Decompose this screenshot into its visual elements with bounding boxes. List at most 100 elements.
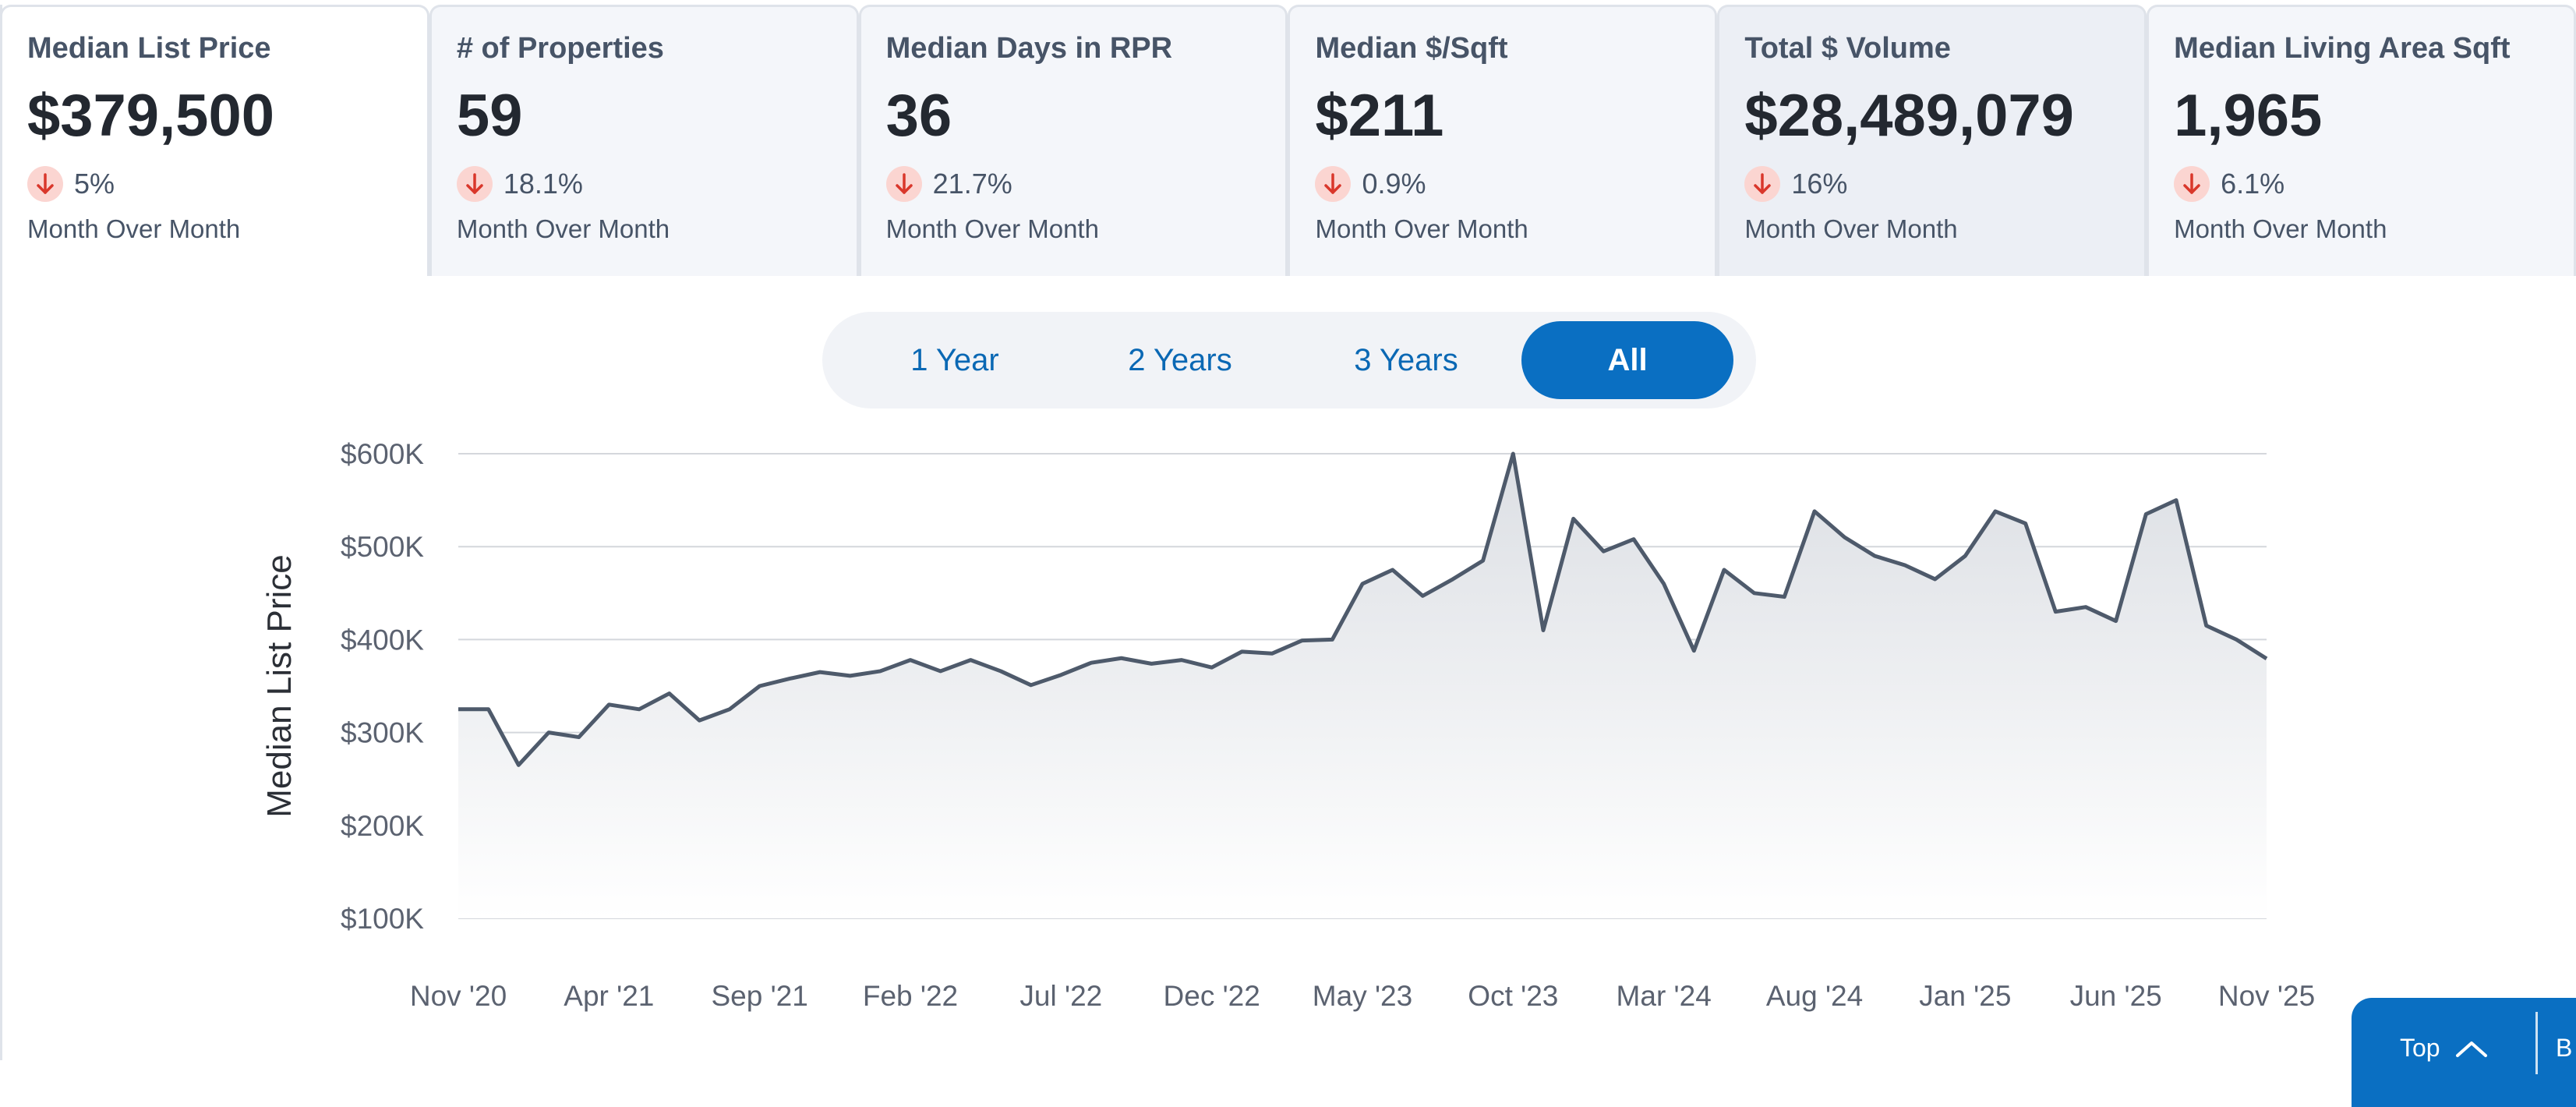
data-point[interactable] — [1897, 557, 1913, 573]
data-point[interactable] — [1747, 585, 1762, 601]
data-point[interactable] — [601, 697, 617, 713]
data-point[interactable] — [1415, 588, 1430, 603]
data-point[interactable] — [511, 757, 526, 773]
data-point[interactable] — [1837, 529, 1853, 545]
data-point[interactable] — [722, 702, 737, 717]
metric-change-label: Month Over Month — [885, 214, 1099, 243]
x-tick-label: Oct '23 — [1468, 980, 1558, 1012]
data-point[interactable] — [1807, 504, 1822, 519]
fab-divider — [2535, 1012, 2538, 1074]
data-point[interactable] — [2259, 651, 2274, 667]
data-point[interactable] — [933, 663, 949, 679]
data-point[interactable] — [1234, 644, 1249, 660]
data-point[interactable] — [451, 702, 466, 717]
data-point[interactable] — [1204, 660, 1220, 675]
range-option-2-years[interactable]: 2 Years — [1128, 342, 1232, 377]
fab-secondary-button[interactable]: B — [2556, 1034, 2573, 1062]
panel-frame — [0, 5, 2576, 1060]
metric-card[interactable]: Median $/Sqft $211 0.9% Month Over Month — [1288, 5, 1718, 276]
data-point[interactable] — [1083, 655, 1099, 670]
data-point[interactable] — [843, 668, 858, 684]
data-point[interactable] — [481, 702, 496, 717]
y-tick-label: $500K — [341, 531, 424, 563]
data-point[interactable] — [1566, 511, 1581, 526]
data-point[interactable] — [1988, 504, 2003, 519]
data-point[interactable] — [2199, 618, 2214, 634]
data-point[interactable] — [1295, 633, 1310, 649]
data-point[interactable] — [872, 663, 888, 679]
series-area — [458, 454, 2267, 918]
metric-card[interactable]: Median Days in RPR 36 21.7% Month Over Mont… — [858, 5, 1288, 276]
data-point[interactable] — [993, 663, 1009, 679]
metric-cards: Median List Price $379,500 5% Month Over Mo… — [0, 5, 2576, 276]
data-point[interactable] — [1324, 631, 1340, 647]
data-point[interactable] — [2168, 493, 2184, 508]
data-point[interactable] — [1686, 643, 1701, 659]
metric-change: 16% — [1744, 166, 2144, 202]
median-list-price-chart: $100K $200K $300K $400K $500K $600K Nov '20 Apr… — [260, 438, 2315, 1012]
data-point[interactable] — [1957, 548, 1973, 564]
metric-card[interactable]: Total $ Volume $28,489,079 16% Month Over M… — [1717, 5, 2147, 276]
data-point[interactable] — [691, 713, 707, 728]
data-point[interactable] — [1776, 589, 1792, 605]
metric-card[interactable]: # of Properties 59 18.1% Month Over Month — [429, 5, 859, 276]
data-point[interactable] — [2228, 631, 2244, 647]
data-point[interactable] — [1475, 553, 1491, 568]
arrow-down-icon — [885, 166, 922, 202]
range-option-1-year[interactable]: 1 Year — [910, 342, 999, 377]
data-point[interactable] — [963, 653, 978, 668]
data-point[interactable] — [1716, 562, 1732, 578]
data-point[interactable] — [1626, 532, 1641, 547]
data-point[interactable] — [571, 730, 587, 745]
data-point[interactable] — [1867, 548, 1882, 564]
range-option-3-years[interactable]: 3 Years — [1354, 342, 1458, 377]
data-point[interactable] — [1143, 656, 1159, 671]
data-point[interactable] — [752, 678, 768, 694]
data-point[interactable] — [782, 670, 797, 686]
data-point[interactable] — [1355, 576, 1370, 592]
data-point[interactable] — [631, 702, 647, 717]
arrow-down-icon — [2174, 166, 2210, 202]
metric-change-label: Month Over Month — [1744, 214, 1958, 243]
data-point[interactable] — [2108, 614, 2124, 629]
metric-change: 21.7% — [885, 166, 1286, 202]
data-point[interactable] — [1505, 446, 1521, 462]
series-line — [458, 451, 2268, 767]
metric-change: 5% — [27, 166, 427, 202]
data-point[interactable] — [1023, 677, 1039, 693]
floating-action-bar: Top B — [2352, 998, 2576, 1107]
data-point[interactable] — [1385, 562, 1401, 578]
x-tick-label: Aug '24 — [1766, 980, 1863, 1012]
metric-card[interactable]: Median List Price $379,500 5% Month Over Mo… — [0, 5, 429, 276]
data-point[interactable] — [903, 653, 918, 668]
data-point[interactable] — [1656, 576, 1672, 592]
data-point[interactable] — [1114, 650, 1129, 666]
data-point[interactable] — [1928, 571, 1943, 587]
y-tick-label: $600K — [341, 438, 424, 470]
data-point[interactable] — [662, 686, 677, 702]
data-point[interactable] — [2048, 604, 2063, 620]
range-option-all[interactable]: All — [1521, 321, 1733, 399]
metric-title: # of Properties — [456, 32, 664, 65]
data-point[interactable] — [1053, 667, 1069, 683]
x-tick-label: Nov '25 — [2218, 980, 2315, 1012]
y-tick-label: $300K — [341, 717, 424, 749]
metric-change-label: Month Over Month — [1315, 214, 1528, 243]
metric-value: $379,500 — [27, 83, 274, 149]
data-point[interactable] — [1264, 645, 1280, 661]
y-tick-label: $200K — [341, 810, 424, 842]
metric-value: $211 — [1315, 83, 1444, 149]
data-point[interactable] — [2018, 515, 2034, 531]
data-point[interactable] — [2078, 599, 2094, 615]
data-point[interactable] — [1535, 622, 1551, 638]
data-point[interactable] — [1174, 653, 1189, 668]
data-point[interactable] — [1595, 543, 1611, 559]
x-tick-label: May '23 — [1313, 980, 1412, 1012]
back-to-top-button[interactable]: Top — [2400, 1034, 2490, 1063]
data-point[interactable] — [812, 664, 828, 680]
data-point[interactable] — [1445, 571, 1461, 587]
data-point[interactable] — [541, 725, 557, 741]
metric-title: Median $/Sqft — [1315, 32, 1508, 65]
data-point[interactable] — [2138, 506, 2154, 522]
metric-card[interactable]: Median Living Area Sqft 1,965 6.1% Month Ov… — [2147, 5, 2576, 276]
